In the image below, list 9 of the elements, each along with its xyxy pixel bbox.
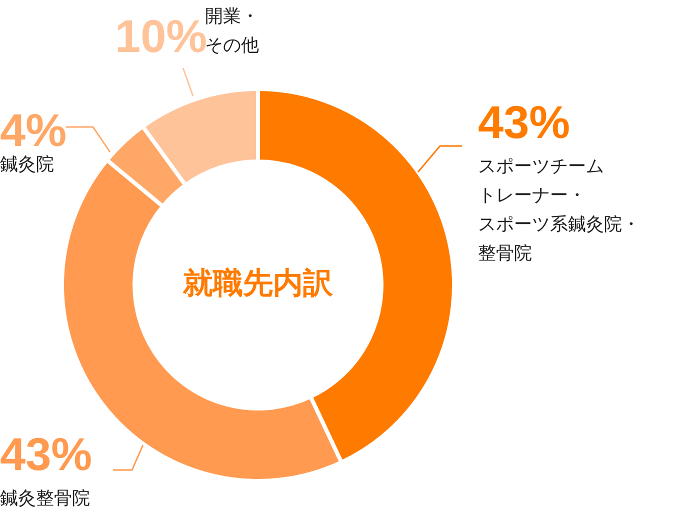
data-label: 43% bbox=[478, 96, 570, 148]
slice-label: スポーツチームトレーナー・スポーツ系鍼灸院・整骨院 bbox=[478, 156, 640, 264]
data-label: 43% bbox=[0, 428, 92, 480]
slice-label: 鍼灸院 bbox=[0, 154, 54, 175]
slice-label: 鍼灸整骨院 bbox=[0, 488, 90, 509]
slice-label: 開業・その他 bbox=[205, 6, 259, 56]
text: 就職先内訳 bbox=[182, 266, 334, 301]
data-label: 4% bbox=[0, 104, 66, 156]
data-label: 10% bbox=[115, 10, 208, 62]
